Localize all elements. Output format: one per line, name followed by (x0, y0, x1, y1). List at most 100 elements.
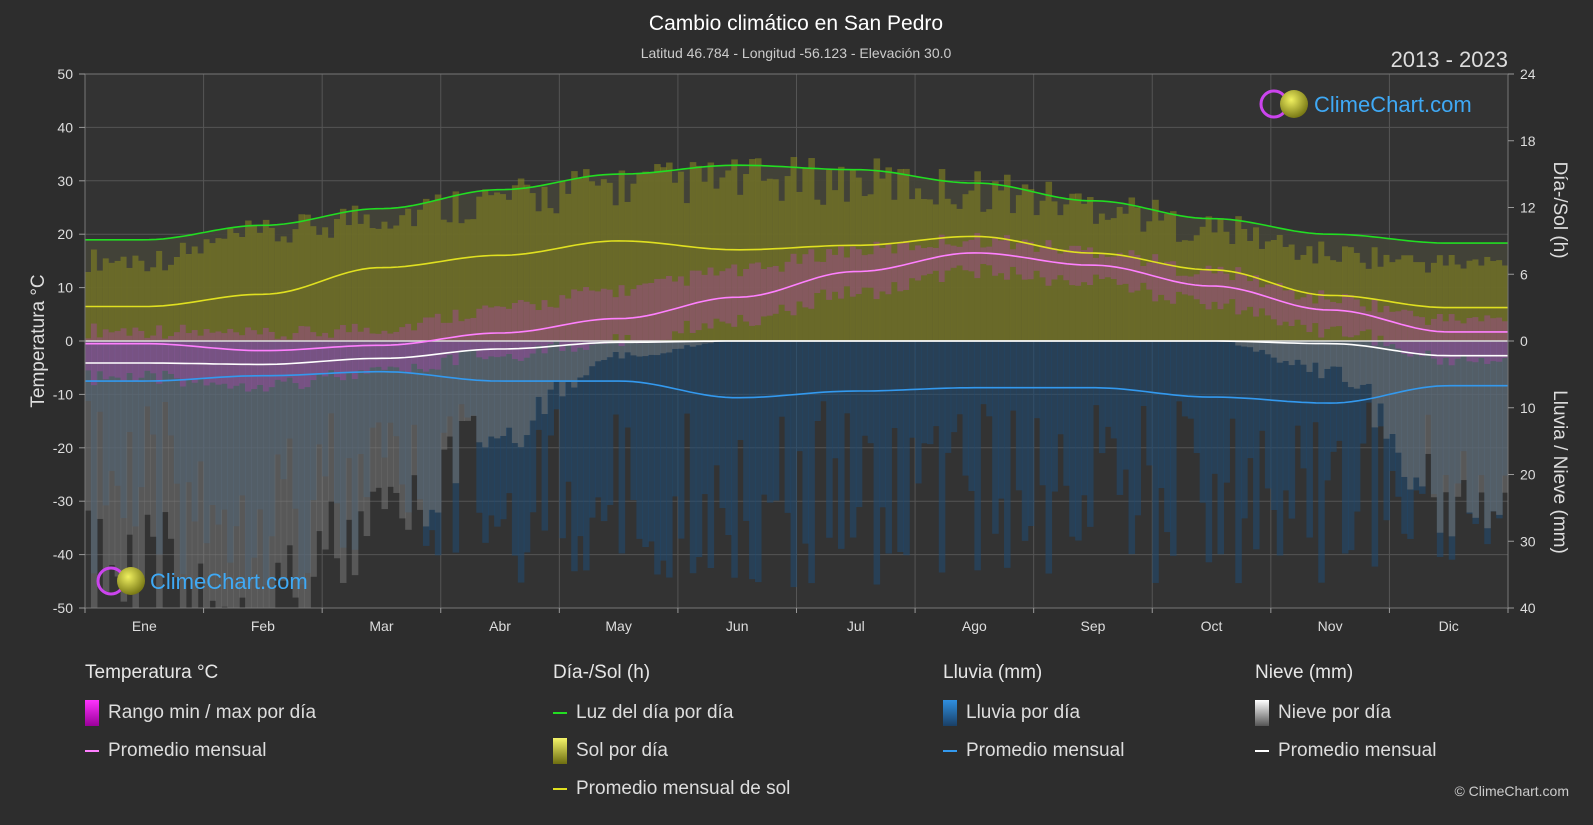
snow-bar (1454, 341, 1462, 497)
sun-bar (553, 213, 560, 341)
snow-bar (1347, 341, 1355, 388)
sun-bar (304, 214, 311, 341)
rain-bar (808, 341, 815, 584)
snow-bar (351, 341, 359, 576)
sun-bar (885, 167, 892, 341)
sun-bar (381, 221, 388, 341)
sun-bar (227, 228, 234, 341)
temp-range-bar (1460, 323, 1468, 356)
sun-bar (784, 176, 792, 341)
snow-bar (1413, 341, 1420, 478)
sun-bar (428, 201, 436, 341)
sun-bar (808, 158, 815, 341)
sun-bar (1253, 227, 1260, 341)
sun-bar (1069, 193, 1076, 341)
temp-range-bar (85, 338, 92, 371)
snow-bar (671, 341, 679, 349)
snow-bar (1371, 341, 1379, 428)
sun-bar (1081, 203, 1088, 341)
sun-bar (357, 223, 365, 341)
temp-range-bar (648, 282, 655, 342)
temp-range-bar (239, 335, 246, 384)
tick-label-left: 50 (57, 66, 73, 82)
sun-bar (1490, 261, 1497, 341)
rain-bar (820, 341, 827, 402)
temp-range-bar (334, 329, 341, 378)
temp-range-bar (707, 267, 715, 329)
temp-range-bar (351, 323, 359, 380)
rain-bar (1116, 341, 1124, 495)
snow-bar (1336, 341, 1343, 367)
snow-bar (422, 341, 430, 527)
sun-bar (956, 208, 964, 341)
temp-range-bar (921, 248, 928, 276)
temp-range-bar (974, 233, 981, 279)
temp-range-bar (606, 289, 614, 343)
temp-range-bar (1389, 311, 1396, 345)
logo-globe-icon (1280, 90, 1308, 118)
temp-range-bar (1175, 275, 1183, 292)
rain-bar (778, 341, 786, 417)
period-label: 2013 - 2023 (1391, 47, 1508, 72)
temp-range-bar (784, 261, 792, 311)
rain-bar (861, 341, 869, 436)
temp-range-bar (986, 246, 993, 266)
temp-range-bar (500, 306, 507, 357)
rain-bar (944, 341, 952, 453)
snow-bar (517, 341, 525, 448)
temp-range-bar (1223, 273, 1230, 304)
tick-label-right-bottom: 40 (1520, 600, 1536, 616)
sun-bar (695, 165, 703, 341)
rain-bar (802, 341, 809, 544)
snow-bar (660, 341, 667, 354)
tick-label-right-top: 18 (1520, 133, 1536, 149)
legend-snow: Nieve (mm) Nieve por día Promedio mensua… (1255, 662, 1436, 776)
rain-bar (956, 341, 964, 415)
snow-bar (677, 341, 685, 349)
snow-bar (1359, 341, 1367, 385)
temp-range-bar (1419, 317, 1426, 357)
snow-bar (1490, 341, 1497, 512)
rain-bar (832, 341, 839, 459)
axes: 50 40 30 20 10 0 -10 -20 -30 -40 -50 24 18 12 6 0 10 20 30… (53, 66, 1536, 634)
sun-bar (1021, 184, 1029, 341)
temp-range-bar (108, 332, 116, 377)
rain-bar (529, 341, 537, 513)
temp-range-bar (1300, 297, 1308, 325)
snow-bar (357, 341, 365, 512)
rain-bar (814, 341, 821, 422)
rain-bar (1306, 341, 1313, 538)
sun-avg-swatch (553, 788, 567, 790)
snow-bar (1330, 341, 1337, 367)
tick-label-left: -10 (53, 386, 73, 402)
snow-bar (428, 341, 436, 510)
legend-title-temperature: Temperatura °C (85, 662, 219, 683)
legend-label: Rango min / max por día (108, 702, 317, 723)
temp-range-bar (1424, 324, 1432, 351)
snow-bar (393, 341, 400, 493)
rain-bar (1075, 341, 1082, 541)
sun-bar (1478, 265, 1485, 341)
sun-bar (1413, 262, 1420, 341)
sun-bar (1247, 240, 1254, 341)
temp-range-bar (1377, 312, 1385, 336)
rain-bar (654, 341, 661, 575)
rain-bar (1164, 341, 1171, 533)
temp-range-bar (624, 295, 632, 335)
temp-range-bar (523, 301, 531, 358)
snow-bar (642, 341, 649, 357)
watermark-bottom: ClimeChart.com (96, 566, 308, 596)
rain-bar (1318, 341, 1325, 583)
rain-bar (636, 341, 643, 539)
temp-range-bar (422, 317, 430, 372)
rain-bar (1253, 341, 1260, 550)
sun-bar (648, 172, 655, 341)
sun-bar (102, 258, 110, 341)
sun-bar (654, 164, 661, 341)
snow-bar (701, 341, 709, 344)
temp-range-bar (322, 332, 329, 377)
snow-bar (1300, 341, 1308, 365)
rain-avg-line (85, 370, 1508, 404)
snow-bar (612, 341, 620, 352)
sun-bar (197, 253, 205, 341)
